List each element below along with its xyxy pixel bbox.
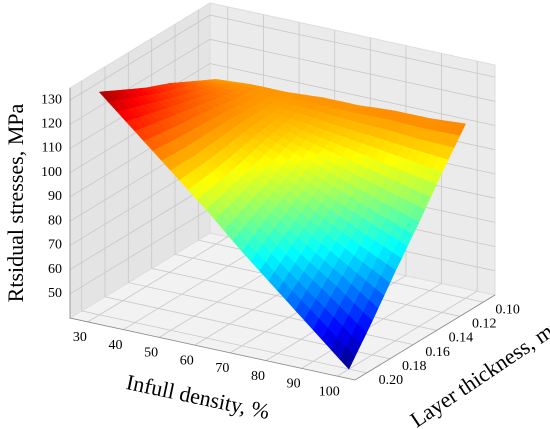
x-axis-label: Infull density, % bbox=[124, 369, 272, 424]
z-axis-label: Rtsidual stresses, MPa bbox=[3, 103, 28, 302]
x-tick-label: 60 bbox=[180, 353, 194, 368]
z-tick-label: 70 bbox=[48, 238, 62, 253]
axis-edges bbox=[69, 88, 496, 381]
x-tick-label: 50 bbox=[144, 346, 158, 361]
x-tick-label: 30 bbox=[73, 330, 87, 345]
y-tick-label: 0.12 bbox=[472, 316, 497, 331]
x-tick-label: 90 bbox=[287, 377, 301, 392]
z-tick-label: 50 bbox=[48, 286, 62, 301]
z-tick-label: 120 bbox=[41, 117, 62, 132]
y-tick-label: 0.20 bbox=[379, 373, 404, 388]
z-grid-line bbox=[69, 14, 496, 101]
x-tick-label: 100 bbox=[319, 384, 340, 399]
x-tick-label: 40 bbox=[108, 338, 122, 353]
y-tick-label: 0.14 bbox=[449, 331, 474, 346]
y-grid-line bbox=[81, 80, 367, 374]
y-tick-label: 0.10 bbox=[495, 302, 520, 317]
y-tick-label: 0.18 bbox=[402, 359, 427, 374]
z-tick-label: 130 bbox=[41, 92, 62, 107]
z-tick-label: 100 bbox=[41, 165, 62, 180]
z-tick-label: 110 bbox=[42, 141, 62, 156]
y-grid-line bbox=[104, 66, 391, 360]
z-grid-line bbox=[69, 63, 496, 149]
z-tick-label: 90 bbox=[48, 189, 62, 204]
x-tick-label: 80 bbox=[251, 369, 265, 384]
x-grid-line bbox=[336, 61, 478, 377]
z-tick-label: 60 bbox=[48, 262, 62, 277]
surface bbox=[98, 78, 466, 370]
z-tick-label: 80 bbox=[48, 213, 62, 228]
y-tick-label: 0.16 bbox=[425, 345, 450, 360]
x-tick-label: 70 bbox=[215, 361, 229, 376]
surface-patch bbox=[339, 346, 356, 370]
